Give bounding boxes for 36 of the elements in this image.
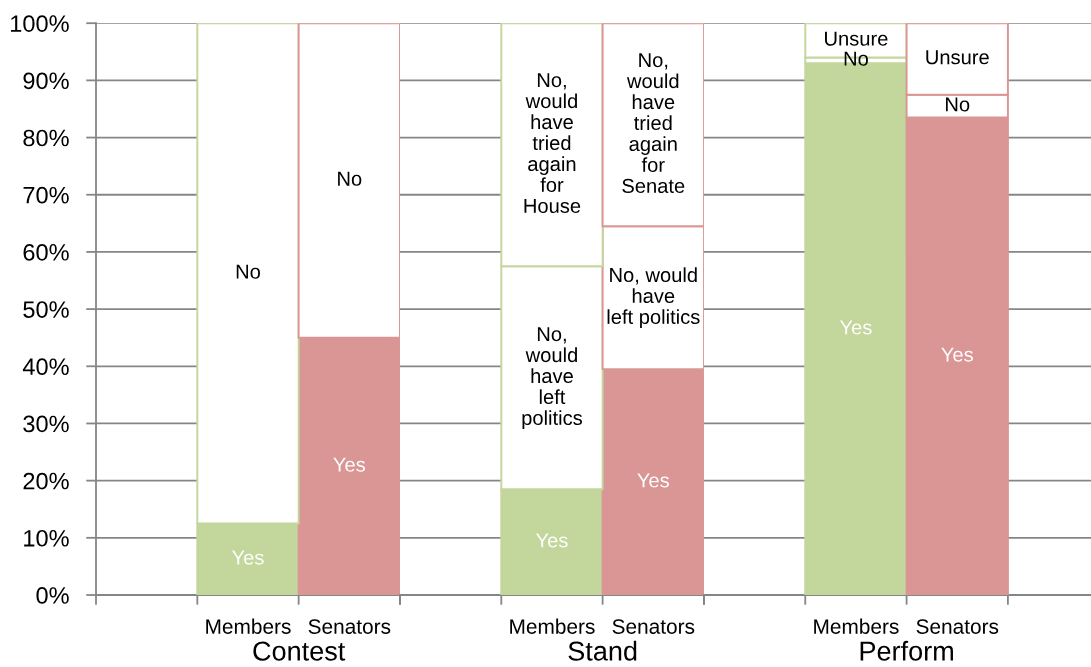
y-tick-label: 30% [23,415,69,433]
y-tick-label: 80% [23,129,69,147]
y-tick-label: 20% [23,472,69,490]
y-tick-label: 70% [23,186,69,204]
data-label: Unsure [926,50,989,65]
x-axis-title: Perform [860,640,953,661]
x-tick-label: Members [510,618,595,634]
data-label: Yes [232,550,264,565]
data-label: No, would have left politics [522,327,583,430]
y-tick-label: 90% [23,72,69,90]
data-label: No [946,97,970,112]
data-label: No, would have tried again for Senate [622,53,685,193]
data-label: Yes [941,347,973,362]
y-tick-label: 100% [11,15,69,32]
x-axis-title: Stand [568,640,637,661]
data-label: No [844,51,868,66]
data-label: Yes [637,473,669,488]
data-label: Yes [535,533,568,548]
data-label: Yes [333,457,366,472]
x-tick-label: Members [206,618,291,634]
y-tick-label: 60% [23,243,69,261]
x-tick-label: Senators [916,619,999,634]
x-tick-label: Senators [308,619,391,634]
y-tick-label: 0% [36,587,69,604]
x-tick-label: Members [814,618,899,634]
x-axis-title: Contest [253,641,346,661]
x-tick-label: Senators [612,619,695,634]
data-label: No, would have left politics [607,267,700,329]
y-tick-label: 40% [22,358,69,376]
data-label: Unsure [825,31,888,46]
data-label: No, would have tried again for House [524,73,581,213]
y-tick-label: 10% [24,529,69,547]
data-label: Yes [839,320,872,335]
data-label: No [338,171,362,186]
data-label: No [236,264,261,279]
y-tick-label: 50% [23,301,69,318]
